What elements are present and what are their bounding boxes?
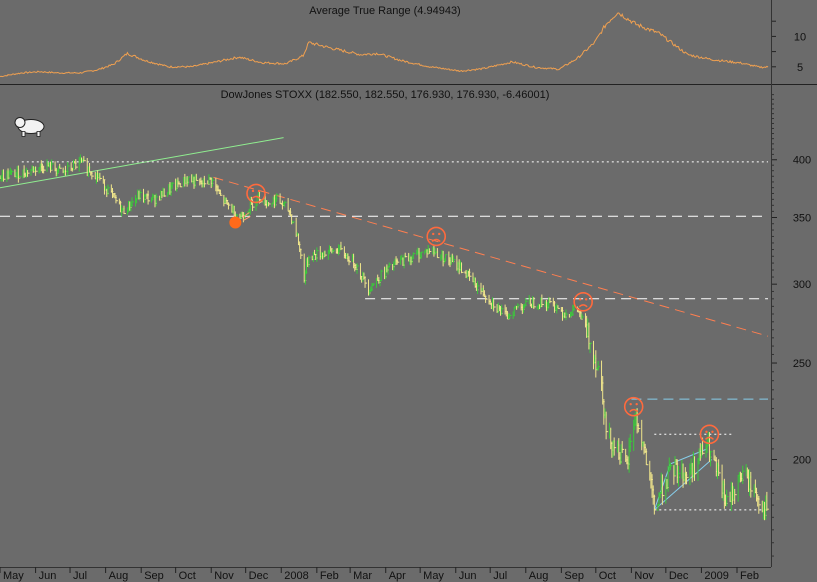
atr-line bbox=[0, 12, 769, 78]
downtrend-line bbox=[213, 176, 769, 337]
x-tick-label: Jun bbox=[459, 570, 477, 582]
sad-face-eye bbox=[257, 189, 261, 193]
sad-face-mouth bbox=[251, 195, 261, 199]
uptrend-line bbox=[0, 137, 284, 189]
sad-face-mouth bbox=[704, 436, 714, 440]
price-title: DowJones STOXX (182.550, 182.550, 176.93… bbox=[221, 89, 550, 101]
sad-face-icon bbox=[573, 292, 593, 312]
x-tick-label: Dec bbox=[249, 570, 269, 582]
x-tick-label: May bbox=[423, 570, 444, 582]
x-tick-label: 2009 bbox=[704, 570, 728, 582]
sad-face-outline bbox=[246, 183, 266, 204]
x-tick-label: Jul bbox=[73, 570, 87, 582]
price-panel: DowJones STOXX (182.550, 182.550, 176.93… bbox=[0, 89, 811, 557]
x-tick-label: Apr bbox=[389, 570, 406, 582]
sad-face-eye bbox=[438, 232, 441, 236]
sad-face-outline bbox=[699, 424, 720, 445]
sad-face-outline bbox=[573, 292, 593, 312]
price-y-tick-label: 350 bbox=[793, 213, 811, 225]
x-tick-label: Jun bbox=[39, 570, 57, 582]
sad-face-mouth bbox=[578, 304, 588, 308]
bear-leg bbox=[21, 131, 26, 137]
x-tick-label: May bbox=[3, 570, 24, 582]
sad-face-icon bbox=[426, 226, 447, 247]
sad-face-outline bbox=[623, 396, 644, 417]
sad-face-mouth bbox=[629, 408, 639, 413]
sad-face-eye bbox=[629, 402, 632, 406]
price-y-tick-label: 200 bbox=[793, 455, 811, 467]
x-tick-label: Aug bbox=[529, 570, 549, 582]
sad-face-icon bbox=[623, 396, 644, 417]
x-tick-label: Nov bbox=[634, 570, 654, 582]
atr-panel: Average True Range (4.94943) 5 10 bbox=[0, 5, 806, 78]
price-y-tick-label: 400 bbox=[793, 155, 811, 167]
atr-y-tick-label: 10 bbox=[794, 31, 806, 43]
sad-face-icon bbox=[699, 424, 720, 445]
sad-face-icon bbox=[246, 183, 266, 204]
sad-face-eye bbox=[584, 298, 588, 301]
x-tick-label: Oct bbox=[599, 570, 616, 582]
sad-face-eye bbox=[705, 430, 708, 434]
x-tick-label: Oct bbox=[179, 570, 196, 582]
x-tick-label: Sep bbox=[564, 570, 584, 582]
x-tick-label: Feb bbox=[740, 570, 759, 582]
price-y-tick-label: 250 bbox=[793, 358, 811, 370]
x-tick-label: Aug bbox=[109, 570, 129, 582]
sad-face-eye bbox=[432, 232, 435, 236]
bear-leg bbox=[36, 131, 41, 137]
x-tick-label: Nov bbox=[214, 570, 234, 582]
sad-face-mouth bbox=[431, 238, 441, 242]
x-tick-label: Feb bbox=[320, 570, 339, 582]
x-tick-label: Dec bbox=[669, 570, 689, 582]
sad-face-eye bbox=[251, 189, 255, 193]
bear-icon bbox=[14, 116, 45, 137]
price-y-tick-label: 300 bbox=[793, 279, 811, 291]
atr-title: Average True Range (4.94943) bbox=[309, 5, 460, 17]
signal-dot-rays bbox=[242, 212, 251, 221]
signal-dot bbox=[229, 216, 242, 229]
x-tick-label: 2008 bbox=[284, 570, 308, 582]
sad-face-eye bbox=[578, 298, 582, 301]
x-tick-label: Sep bbox=[144, 570, 164, 582]
atr-y-tick-label: 5 bbox=[797, 62, 803, 74]
x-tick-label: Mar bbox=[353, 570, 372, 582]
sad-face-eye bbox=[711, 430, 714, 434]
bear-head bbox=[14, 116, 26, 128]
sad-face-eye bbox=[635, 402, 638, 406]
x-tick-label: Jul bbox=[493, 570, 507, 582]
sad-face-outline bbox=[426, 226, 447, 247]
